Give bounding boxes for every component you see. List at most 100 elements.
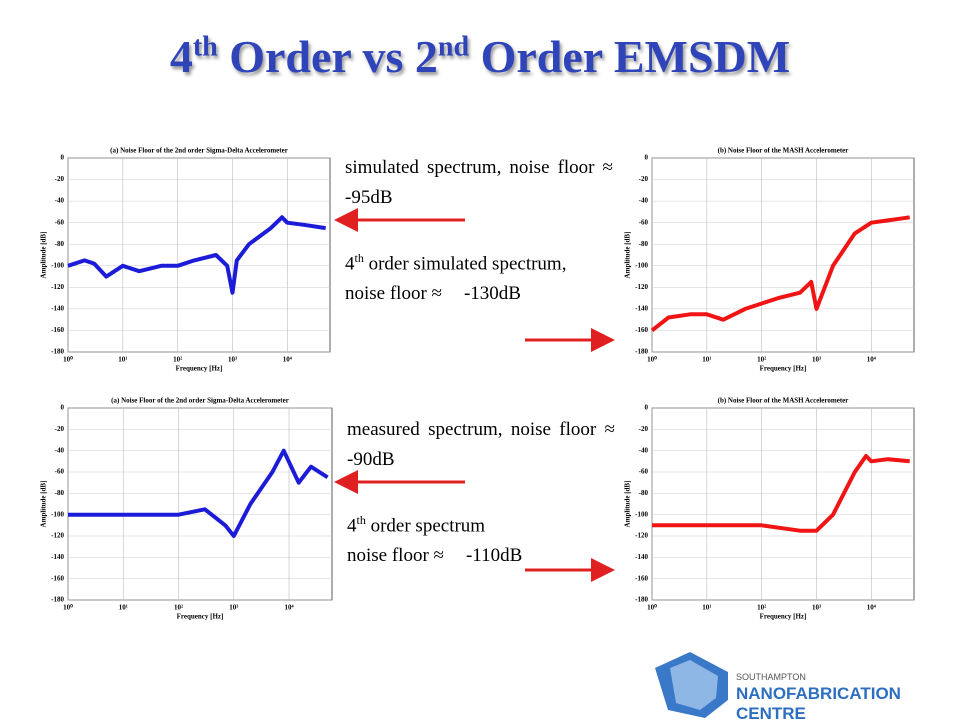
y-tick-label: -20 [55, 175, 65, 183]
y-tick-label: -160 [635, 574, 648, 582]
y-tick-label: 0 [645, 404, 649, 412]
y-tick-label: -180 [635, 596, 648, 604]
note: simulated spectrum, noise floor ≈ -95dB [345, 153, 613, 213]
title-text: Order EMSDM [469, 31, 791, 82]
y-tick-label: -80 [639, 489, 649, 497]
plot-area [651, 407, 915, 601]
x-tick-label: 10² [757, 604, 766, 612]
x-tick-label: 10⁴ [283, 356, 293, 364]
y-tick-label: -180 [51, 348, 64, 356]
y-tick-label: -140 [635, 304, 648, 312]
y-tick-label: -160 [51, 574, 64, 582]
y-tick-label: -80 [55, 240, 65, 248]
y-tick-label: -60 [639, 218, 649, 226]
series-line [68, 448, 329, 538]
x-tick-label: 10⁰ [63, 604, 73, 612]
y-tick-label: -80 [55, 489, 65, 497]
note-text: measured spectrum, noise floor ≈ -90dB [347, 419, 615, 470]
x-tick-label: 10¹ [119, 604, 128, 612]
y-tick-label: -140 [51, 553, 64, 561]
y-tick-label: -100 [51, 510, 64, 518]
note-value: -110dB [465, 545, 523, 567]
plot-area [651, 157, 915, 353]
x-tick-label: 10⁰ [647, 604, 657, 612]
note: measured spectrum, noise floor ≈ -90dB [347, 415, 615, 475]
x-tick-label: 10⁰ [63, 356, 73, 364]
note-sup: th [356, 513, 366, 527]
y-tick-label: 0 [645, 154, 649, 162]
chart-title: (a) Noise Floor of the 2nd order Sigma-D… [110, 147, 288, 155]
x-tick-label: 10² [757, 356, 766, 364]
y-tick-label: -160 [51, 326, 64, 334]
plot-area [67, 157, 331, 353]
slide-title: 4th Order vs 2nd Order EMSDM [0, 30, 960, 83]
note-text: order simulated spectrum, [363, 253, 567, 275]
logo-bottom: NANOFABRICATION CENTRE [736, 684, 901, 723]
note-text: noise floor ≈ [345, 283, 442, 305]
x-axis-label: Frequency [Hz] [760, 613, 807, 621]
series-line [650, 215, 910, 332]
note-pre: 4 [345, 253, 355, 275]
y-tick-label: -160 [635, 326, 648, 334]
note: 4th order spectrum noise floor ≈ -110dB [347, 505, 615, 571]
x-tick-label: 10² [173, 356, 182, 364]
y-axis-label: Amplitude [dB] [624, 481, 632, 528]
note-value: -130dB [463, 283, 521, 305]
title-text: Order vs 2 [217, 31, 438, 82]
y-tick-label: 0 [61, 154, 65, 162]
x-axis-label: Frequency [Hz] [760, 365, 807, 373]
y-tick-label: -20 [639, 175, 649, 183]
note-text: order spectrum [365, 515, 486, 537]
x-tick-label: 10³ [812, 356, 821, 364]
y-tick-label: -20 [55, 425, 65, 433]
note-text: simulated spectrum, noise floor ≈ -95dB [345, 157, 613, 208]
y-tick-label: -120 [635, 283, 648, 291]
note-text: noise floor ≈ [347, 545, 444, 567]
x-axis-label: Frequency [Hz] [177, 613, 224, 621]
title-sup: th [192, 31, 218, 63]
x-tick-label: 10⁴ [867, 356, 877, 364]
y-tick-label: -40 [55, 446, 65, 454]
x-tick-label: 10³ [812, 604, 821, 612]
y-axis-label: Amplitude [dB] [40, 481, 48, 528]
y-tick-label: -100 [635, 261, 648, 269]
x-tick-label: 10⁴ [867, 604, 877, 612]
y-tick-label: -180 [635, 348, 648, 356]
y-tick-label: -60 [639, 468, 649, 476]
y-axis-label: Amplitude [dB] [40, 232, 48, 279]
note: 4th order simulated spectrum, noise floor… [345, 243, 613, 309]
x-tick-label: 10¹ [702, 604, 711, 612]
y-tick-label: -140 [635, 553, 648, 561]
series-line [67, 215, 326, 295]
x-tick-label: 10³ [229, 604, 238, 612]
x-tick-label: 10² [174, 604, 183, 612]
x-tick-label: 10³ [228, 356, 237, 364]
series-line [652, 454, 910, 533]
x-tick-label: 10¹ [702, 356, 711, 364]
plot-area [67, 407, 333, 601]
y-tick-label: -40 [55, 197, 65, 205]
x-tick-label: 10⁰ [647, 356, 657, 364]
x-tick-label: 10⁴ [284, 604, 294, 612]
y-tick-label: -120 [51, 532, 64, 540]
title-text: 4 [169, 31, 193, 82]
y-axis-label: Amplitude [dB] [624, 232, 632, 279]
note-pre: 4 [347, 515, 357, 537]
y-tick-label: -100 [635, 510, 648, 518]
logo-top: SOUTHAMPTON [736, 672, 806, 682]
title-sup: nd [437, 31, 470, 63]
chart-title: (b) Noise Floor of the MASH Acceleromete… [718, 397, 849, 405]
y-tick-label: -40 [639, 446, 649, 454]
chart-title: (a) Noise Floor of the 2nd order Sigma-D… [111, 397, 289, 405]
y-tick-label: -140 [51, 304, 64, 312]
y-tick-label: -60 [55, 468, 65, 476]
y-tick-label: -80 [639, 240, 649, 248]
y-tick-label: -60 [55, 218, 65, 226]
y-tick-label: -100 [51, 261, 64, 269]
logo-mark [655, 652, 728, 718]
y-tick-label: -180 [51, 596, 64, 604]
y-tick-label: -40 [639, 197, 649, 205]
y-tick-label: -120 [635, 532, 648, 540]
